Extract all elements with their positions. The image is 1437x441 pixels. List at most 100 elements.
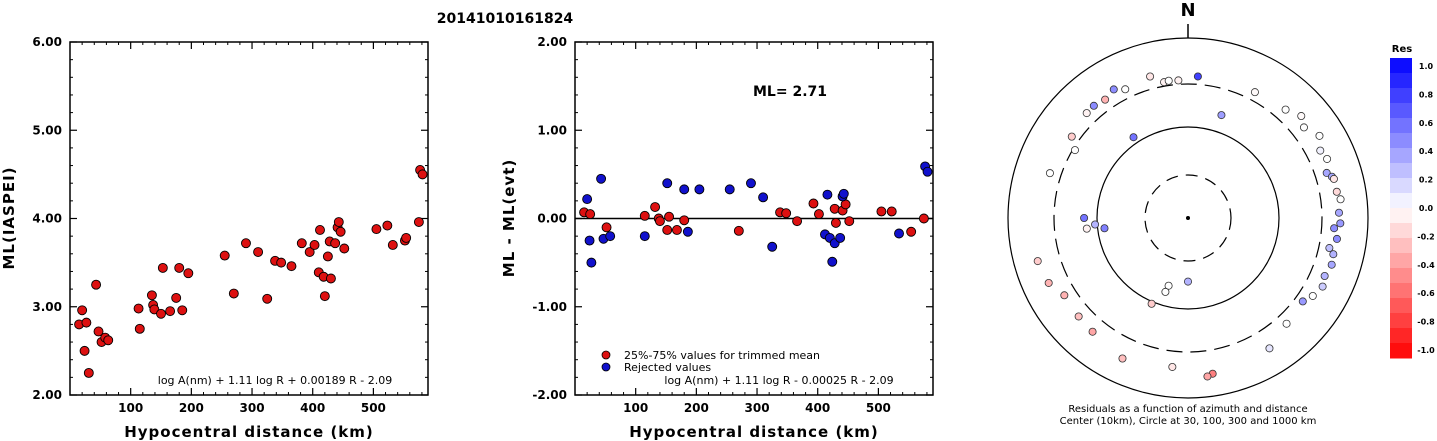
y-tick-label: 2.00	[537, 35, 567, 49]
colorbar-cell	[1390, 283, 1412, 299]
data-point	[413, 217, 424, 227]
data-point	[315, 225, 325, 235]
x-axis-label: Hypocentral distance (km)	[124, 423, 374, 441]
data-point	[333, 217, 344, 227]
colorbar-cell	[1390, 253, 1412, 269]
colorbar-cell	[1390, 148, 1412, 164]
data-point	[886, 206, 897, 217]
legend-marker-rejected	[601, 362, 611, 372]
colorbar-cell	[1390, 328, 1412, 344]
data-point	[183, 268, 194, 279]
data-point	[844, 216, 855, 227]
station-residual-point	[1074, 312, 1083, 321]
station-residual-point	[1101, 95, 1110, 104]
station-residual-point	[1082, 224, 1091, 233]
station-residual-point	[1322, 168, 1331, 177]
data-point	[133, 303, 144, 314]
ring-30km	[1144, 174, 1232, 262]
data-point	[767, 241, 778, 252]
colorbar-cell	[1390, 223, 1412, 239]
station-residual-point	[1080, 213, 1089, 222]
x-tick-label: 500	[361, 401, 386, 415]
data-point	[813, 209, 824, 220]
legend-label-rejected: Rejected values	[624, 361, 711, 374]
colorbar-tick-label: 0.4	[1419, 147, 1434, 156]
data-point	[91, 279, 102, 290]
azimuth-distance-polar-plot: N Residuals as a function of azimuth and…	[1007, 0, 1369, 427]
station-residual-point	[1082, 109, 1091, 118]
data-point	[679, 215, 690, 226]
station-residual-point	[1091, 220, 1100, 229]
x-tick-label: 400	[805, 401, 830, 415]
data-point	[335, 226, 346, 237]
station-residual-point	[1315, 131, 1324, 140]
colorbar-cell	[1390, 193, 1412, 209]
data-point	[134, 323, 145, 334]
station-residual-point	[1060, 291, 1069, 300]
data-point	[93, 326, 104, 337]
data-point	[371, 224, 382, 235]
station-residual-point	[1323, 154, 1332, 163]
data-point	[808, 198, 819, 209]
data-point	[165, 306, 176, 317]
station-residual-point	[1336, 195, 1345, 204]
legend-marker-accepted	[601, 350, 611, 360]
colorbar-cell	[1390, 58, 1412, 74]
data-point	[322, 251, 333, 262]
station-residual-point	[1329, 250, 1338, 259]
ml-annotation: ML= 2.71	[753, 84, 827, 100]
colorbar-tick-label: 0.2	[1419, 176, 1433, 185]
data-point	[79, 345, 90, 356]
x-tick-label: 300	[240, 401, 265, 415]
y-tick-label: -1.00	[532, 300, 567, 314]
data-point	[662, 178, 673, 189]
x-tick-label: 300	[745, 401, 770, 415]
x-tick-label: 100	[623, 401, 648, 415]
station-residual-point	[1318, 282, 1327, 291]
y-tick-label: 5.00	[32, 123, 62, 137]
y-tick-label: 3.00	[32, 300, 62, 314]
data-point	[325, 273, 336, 284]
station-residual-point	[1327, 260, 1336, 269]
y-tick-label: 4.00	[32, 212, 62, 226]
residual-colorbar: Res 1.0 0.8 0.6 0.4 0.2 0.0 -0.2 -0.4 -0.6 -0.8 -1…	[1390, 44, 1435, 359]
data-point	[156, 308, 166, 319]
station-residual-point	[1161, 287, 1170, 296]
station-residual-point	[1147, 299, 1156, 308]
data-point	[262, 293, 273, 304]
y-tick-label: -2.00	[532, 388, 567, 402]
legend-label-accepted: 25%-75% values for trimmed mean	[624, 349, 820, 362]
data-point	[838, 188, 849, 199]
colorbar-cell	[1390, 118, 1412, 134]
data-point	[682, 226, 693, 237]
caption-line-1: Residuals as a function of azimuth and d…	[1068, 404, 1307, 415]
station-residual-point	[1100, 224, 1109, 233]
data-point	[286, 261, 297, 272]
station-residual-point	[1146, 72, 1155, 81]
data-point	[671, 225, 682, 235]
data-point	[906, 226, 917, 237]
station-residual-point	[1325, 244, 1334, 253]
colorbar-tick-label: 0.0	[1419, 204, 1434, 213]
data-point	[103, 335, 114, 346]
magnitude-vs-distance-plot: 100 200 300 400 500 2.00 3.00 4.00 5.00 6.00 ML(I…	[0, 35, 429, 441]
x-tick-label: 100	[118, 401, 143, 415]
data-point	[228, 288, 239, 299]
data-point	[174, 262, 185, 273]
data-point	[309, 240, 320, 250]
data-point	[253, 247, 264, 257]
data-point	[77, 305, 88, 316]
data-point	[876, 206, 887, 217]
data-point	[219, 250, 230, 261]
ring-300km	[1053, 83, 1323, 353]
colorbar-cell	[1390, 103, 1412, 119]
station-residual-point	[1308, 291, 1317, 300]
plot-frame	[69, 41, 429, 396]
data-point	[639, 231, 650, 242]
station-residual-point	[1330, 224, 1339, 233]
station-residual-point	[1070, 146, 1079, 155]
data-point	[401, 232, 412, 243]
ring-1000km	[1007, 37, 1369, 399]
station-residual-point	[1109, 85, 1118, 94]
